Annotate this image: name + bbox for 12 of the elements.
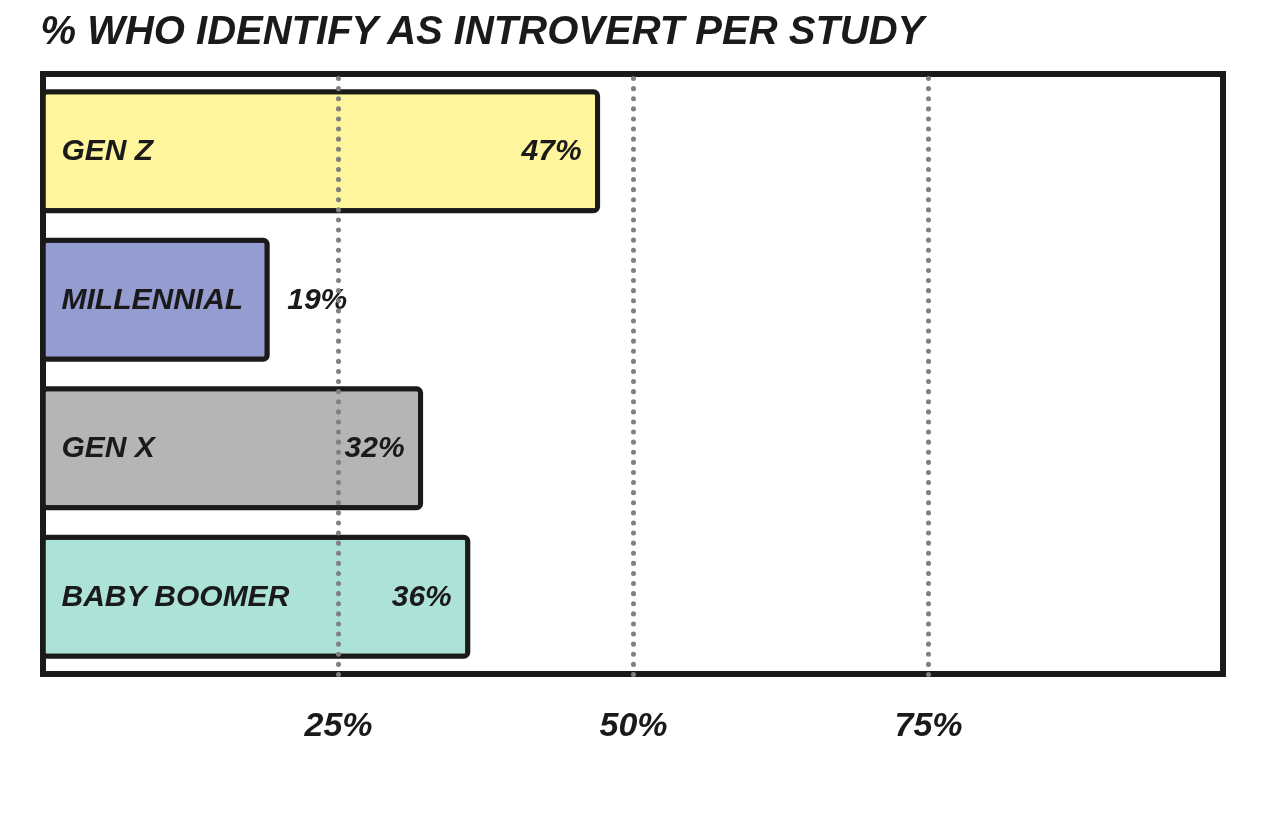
chart-title: % WHO IDENTIFY AS INTROVERT PER STUDY bbox=[40, 8, 928, 52]
y-tick-label: GEN X bbox=[61, 430, 157, 464]
x-tick-label: 25% bbox=[303, 704, 373, 743]
y-tick-label: BABY BOOMER bbox=[61, 578, 290, 612]
x-tick-label: 75% bbox=[894, 704, 963, 743]
data-label: 19% bbox=[287, 281, 348, 315]
y-tick-label: GEN Z bbox=[61, 133, 155, 167]
x-tick-label: 50% bbox=[599, 704, 668, 743]
data-label: 36% bbox=[391, 578, 452, 612]
data-label: 47% bbox=[520, 133, 582, 167]
y-tick-label: MILLENNIAL bbox=[61, 281, 244, 315]
data-label: 32% bbox=[344, 430, 405, 464]
